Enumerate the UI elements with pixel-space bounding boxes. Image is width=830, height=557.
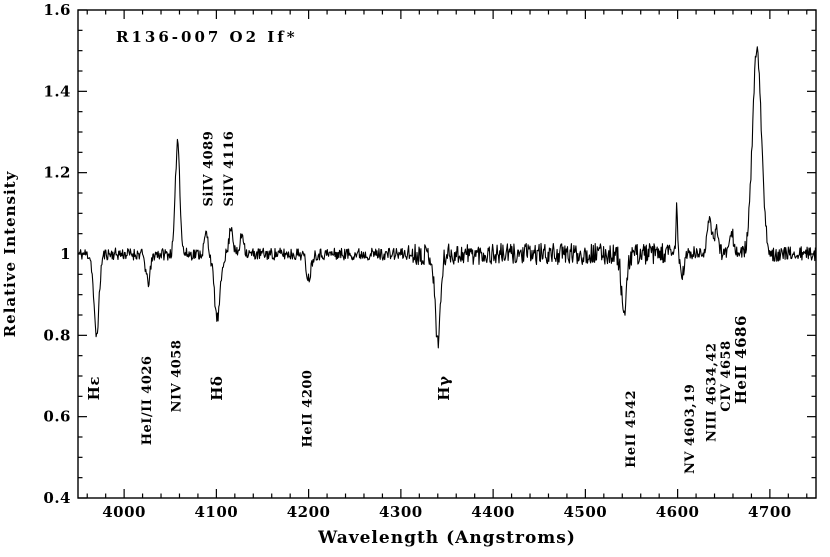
feature-label: Hε <box>85 376 103 400</box>
y-tick-label: 1.4 <box>43 82 71 100</box>
x-tick-label: 4100 <box>195 503 239 521</box>
y-tick-label: 0.4 <box>43 489 71 507</box>
plot-title: R136-007 O2 If* <box>116 28 298 46</box>
y-tick-label: 0.6 <box>43 408 71 426</box>
x-tick-label: 4200 <box>287 503 331 521</box>
x-tick-label: 4300 <box>379 503 423 521</box>
x-axis-label: Wavelength (Angstroms) <box>317 528 576 548</box>
feature-label: HeII 4200 <box>300 370 315 448</box>
feature-label: NIII 4634,42 <box>704 343 719 442</box>
y-tick-label: 1.2 <box>43 164 71 182</box>
x-tick-label: 4500 <box>564 503 608 521</box>
x-tick-label: 4000 <box>102 503 146 521</box>
y-tick-label: 0.8 <box>43 326 71 344</box>
axis-ticks <box>78 9 816 499</box>
spectrum-trace <box>77 46 816 349</box>
x-tick-label: 4700 <box>748 503 792 521</box>
feature-label: Hγ <box>435 376 453 401</box>
feature-label: NIV 4058 <box>169 340 184 413</box>
feature-label: CIV 4658 <box>719 340 734 411</box>
axis-tick-labels: 4000 4100 4200 4300 4400 4500 4600 4700 0.4 0.6 0.… <box>43 1 791 521</box>
feature-label: HeII 4686 <box>732 315 750 404</box>
feature-label: SiIV 4116 <box>222 131 237 207</box>
feature-label: HeII 4542 <box>624 390 639 468</box>
feature-label: Hδ <box>208 376 226 401</box>
feature-label: NV 4603,19 <box>683 384 698 474</box>
y-axis-label: Relative Intensity <box>1 170 19 337</box>
x-tick-label: 4600 <box>656 503 700 521</box>
spectrum-line <box>77 46 816 349</box>
x-tick-label: 4400 <box>471 503 515 521</box>
feature-labels: Hε HeI/II 4026 NIV 4058 Hδ SiIV 4089 SiIV 411… <box>85 131 750 474</box>
y-tick-label: 1.6 <box>43 1 71 19</box>
feature-label: SiIV 4089 <box>202 131 217 207</box>
y-tick-label: 1 <box>60 245 71 263</box>
feature-label: HeI/II 4026 <box>140 356 155 446</box>
